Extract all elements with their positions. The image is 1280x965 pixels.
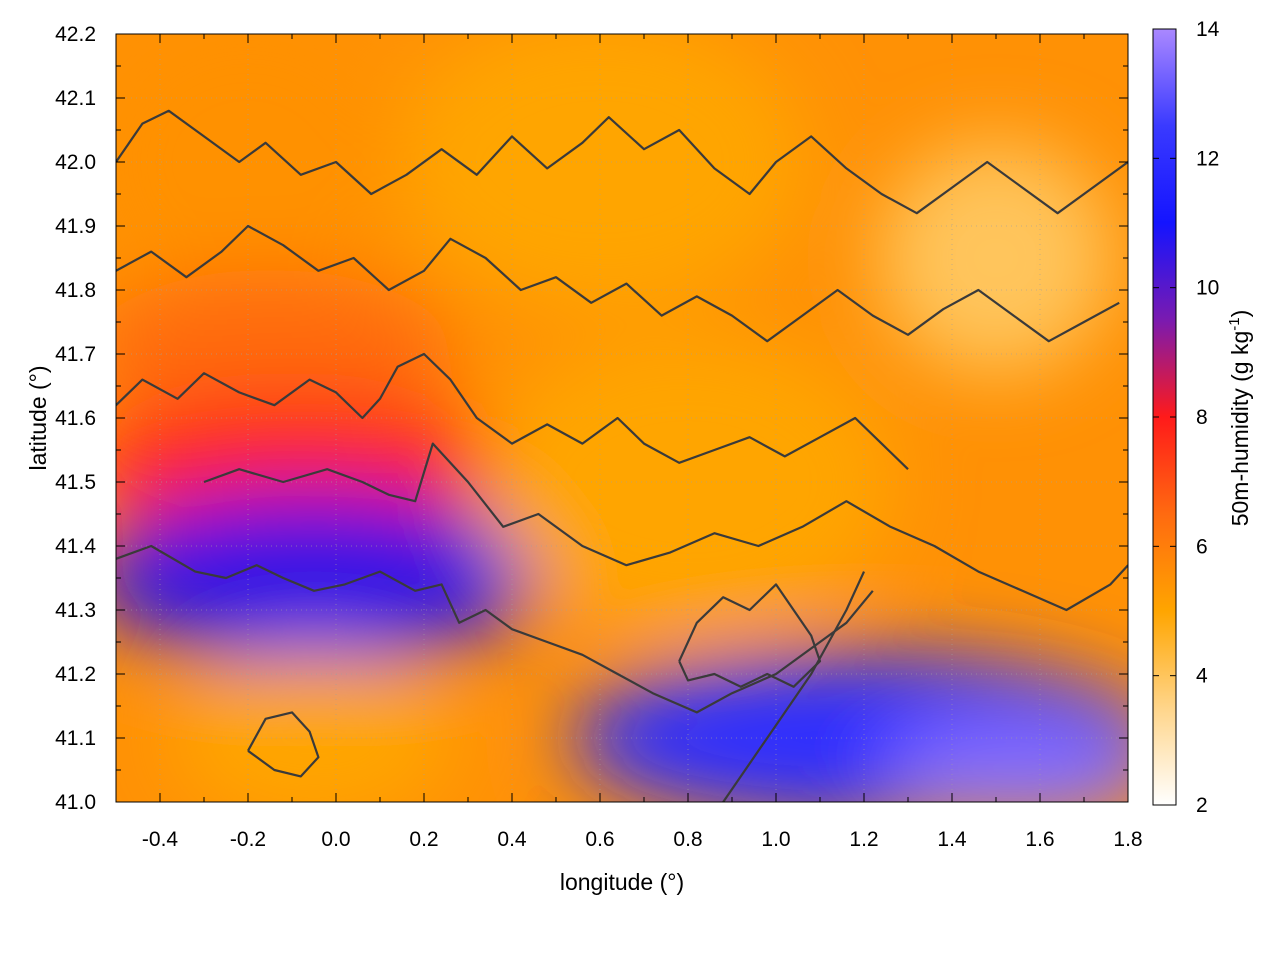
x-tick-label: -0.4 xyxy=(142,828,179,851)
x-tick-label: 1.8 xyxy=(1113,828,1142,851)
humidity-region-northwest xyxy=(116,34,410,310)
contour-lines xyxy=(116,109,1128,802)
humidity-region-west-coastal-band xyxy=(116,398,498,534)
contour-line-level-2 xyxy=(203,442,1128,612)
x-tick-label: 0.0 xyxy=(321,828,350,851)
colorbar-tick-label: 4 xyxy=(1196,665,1208,688)
y-tick-label: 41.2 xyxy=(55,663,96,686)
x-tick-label: 1.6 xyxy=(1025,828,1054,851)
colorbar-tick-label: 14 xyxy=(1196,18,1220,41)
contour-line-level-4 xyxy=(116,224,1120,343)
colorbar-tick-label: 6 xyxy=(1196,535,1208,558)
y-tick-label: 41.1 xyxy=(55,727,96,750)
colorbar-tick-label: 12 xyxy=(1196,147,1219,170)
colorbar-label-suffix: ) xyxy=(1227,310,1253,318)
y-tick-label: 41.4 xyxy=(55,535,96,558)
humidity-region-ebro-depression xyxy=(116,494,542,662)
colorbar-tick-label: 2 xyxy=(1196,794,1208,817)
humidity-region-northeast-dry xyxy=(878,142,1114,374)
x-tick-label: 1.2 xyxy=(849,828,878,851)
contour-line-level-3 xyxy=(116,352,909,470)
contour-line-level-8 xyxy=(247,711,320,778)
grid xyxy=(116,34,1128,802)
y-tick-label: 41.6 xyxy=(55,407,96,430)
colorbar-tick-label: 10 xyxy=(1196,277,1219,300)
y-tick-label: 41.8 xyxy=(55,279,96,302)
humidity-region-central-plateau xyxy=(482,334,894,630)
humidity-region-north-central xyxy=(394,34,806,310)
colorbar-label-superscript: -1 xyxy=(1226,317,1243,330)
colorbar-ticks: 2 4 6 8 10 12 14 xyxy=(1153,18,1220,817)
humidity-region-offshore-southeast xyxy=(878,718,1128,802)
y-axis-tick-labels: 41.0 41.1 41.2 41.3 41.4 41.5 41.6 41.7 41.8 41.9… xyxy=(55,23,96,814)
humidity-regions xyxy=(116,34,1128,802)
colorbar-label-main: 50m-humidity (g kg xyxy=(1227,331,1253,527)
x-axis-label: longitude (°) xyxy=(560,869,684,895)
contour-line-level-1 xyxy=(116,544,874,714)
colorbar: 2 4 6 8 10 12 14 50m-humidity (g kg-1) xyxy=(1152,18,1253,817)
contour-line-level-6 xyxy=(678,583,822,688)
y-axis-label: latitude (°) xyxy=(25,365,51,470)
colorbar-tick-label: 8 xyxy=(1196,406,1208,429)
x-tick-label: 0.6 xyxy=(585,828,614,851)
y-tick-label: 41.0 xyxy=(55,791,96,814)
y-tick-label: 41.5 xyxy=(55,471,96,494)
humidity-region-west-midlands xyxy=(116,270,454,438)
y-tick-label: 42.1 xyxy=(55,87,96,110)
x-tick-label: 0.4 xyxy=(497,828,527,851)
contour-line-level-5 xyxy=(116,109,1128,215)
axis-ticks xyxy=(116,33,1129,803)
y-tick-label: 42.2 xyxy=(55,23,96,46)
humidity-region-southwest-dry xyxy=(174,654,454,802)
y-tick-label: 41.9 xyxy=(55,215,96,238)
x-axis-tick-labels: -0.4 -0.2 0.0 0.2 0.4 0.6 0.8 1.0 1.2 1.4 1.6 1.8 xyxy=(142,828,1143,851)
x-tick-label: 1.4 xyxy=(937,828,967,851)
x-tick-label: -0.2 xyxy=(230,828,266,851)
contour-line-level-7 xyxy=(722,571,865,802)
x-tick-label: 0.8 xyxy=(673,828,702,851)
colorbar-label: 50m-humidity (g kg-1) xyxy=(1226,310,1253,527)
x-tick-label: 0.2 xyxy=(409,828,438,851)
y-tick-label: 41.7 xyxy=(55,343,96,366)
x-tick-label: 1.0 xyxy=(761,828,790,851)
y-tick-label: 41.3 xyxy=(55,599,96,622)
y-tick-label: 42.0 xyxy=(55,151,96,174)
